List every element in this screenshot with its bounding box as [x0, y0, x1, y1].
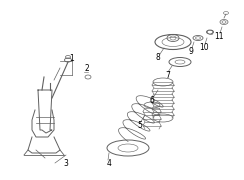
- Text: 7: 7: [166, 71, 171, 80]
- Text: 4: 4: [107, 159, 112, 168]
- Text: 1: 1: [70, 53, 74, 62]
- Text: 2: 2: [85, 64, 89, 73]
- Text: 10: 10: [199, 42, 209, 51]
- Text: 9: 9: [189, 46, 193, 55]
- Text: 5: 5: [138, 122, 142, 130]
- Text: 11: 11: [214, 31, 224, 40]
- Text: 3: 3: [64, 159, 68, 168]
- Text: 6: 6: [150, 96, 154, 105]
- Text: 8: 8: [156, 53, 160, 62]
